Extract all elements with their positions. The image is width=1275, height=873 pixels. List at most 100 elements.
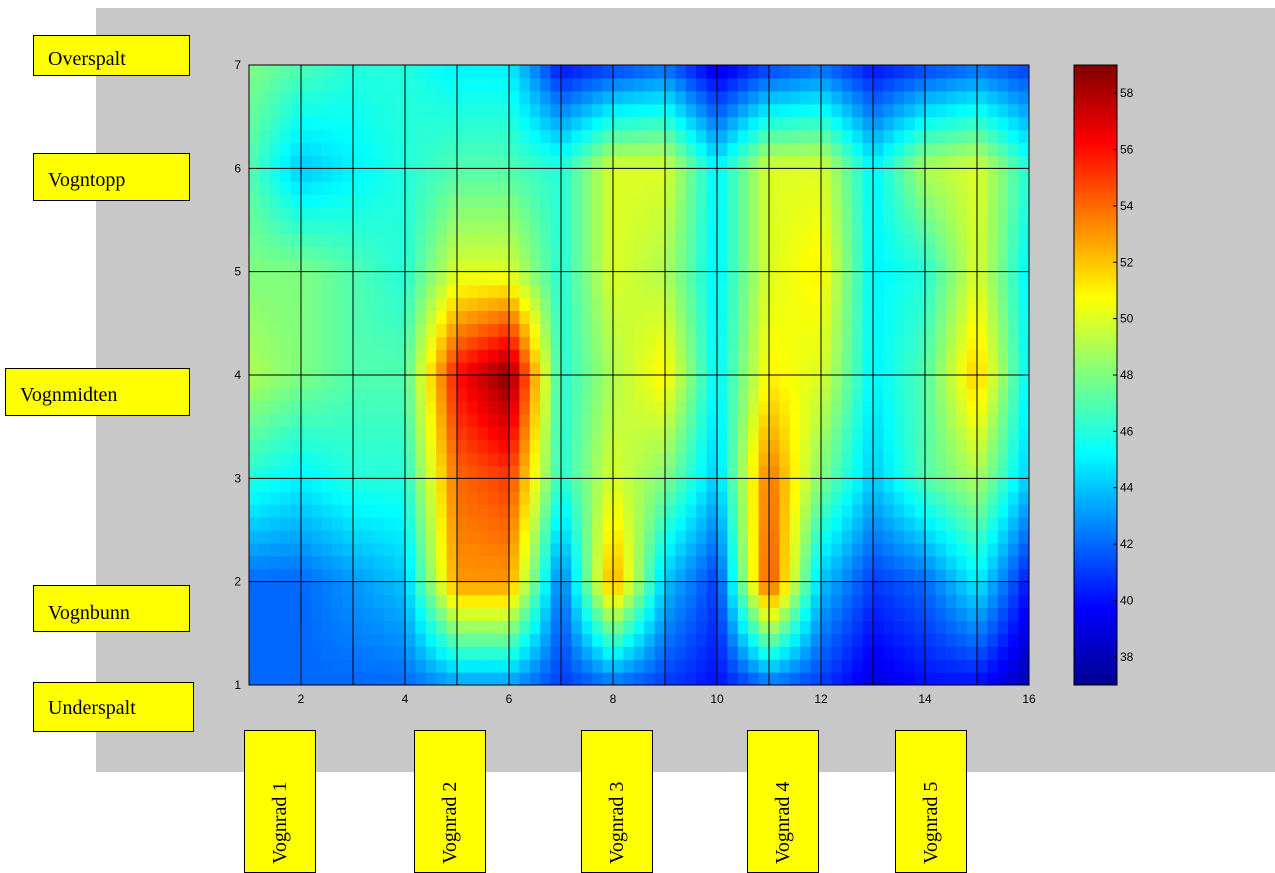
- heat-cell: [290, 142, 302, 157]
- heat-cell: [269, 387, 281, 402]
- heat-cell: [249, 375, 260, 389]
- heat-cell: [717, 77, 728, 92]
- heat-cell: [873, 336, 884, 350]
- heat-cell: [363, 207, 375, 221]
- heat-cell: [571, 245, 583, 260]
- heat-cell: [425, 168, 437, 182]
- heat-cell: [581, 349, 593, 363]
- heat-cell: [935, 207, 947, 221]
- heat-cell: [873, 581, 884, 596]
- heat-cell: [623, 245, 635, 260]
- heat-cell: [904, 245, 916, 260]
- heat-cell: [821, 633, 832, 647]
- heat-cell: [550, 594, 562, 609]
- heat-cell: [425, 504, 437, 518]
- heat-cell: [893, 594, 905, 609]
- heat-cell: [290, 646, 302, 660]
- heat-cell: [384, 90, 396, 105]
- heat-cell: [415, 207, 427, 221]
- heat-cell: [810, 542, 822, 557]
- heat-cell: [800, 103, 812, 118]
- heat-cell: [997, 310, 1009, 324]
- heat-cell: [602, 659, 614, 673]
- heat-cell: [789, 232, 801, 247]
- heat-cell: [862, 65, 874, 79]
- heat-cell: [685, 659, 697, 673]
- heat-cell: [581, 103, 593, 118]
- heat-cell: [280, 155, 292, 169]
- heat-cell: [873, 168, 884, 182]
- heat-cell: [977, 504, 988, 518]
- heat-cell: [457, 323, 468, 337]
- heat-cell: [519, 181, 531, 195]
- heat-cell: [945, 284, 957, 299]
- heat-cell: [727, 672, 739, 685]
- heat-cell: [457, 116, 468, 131]
- heat-cell: [862, 77, 874, 92]
- heat-cell: [841, 297, 853, 312]
- heat-cell: [280, 620, 292, 634]
- heat-cell: [467, 517, 479, 531]
- heat-cell: [280, 194, 292, 208]
- heat-cell: [259, 633, 271, 647]
- heat-cell: [925, 349, 936, 363]
- heat-cell: [862, 568, 874, 583]
- heat-cell: [945, 452, 957, 467]
- heat-cell: [436, 672, 448, 685]
- heat-cell: [477, 90, 489, 105]
- heat-cell: [301, 400, 312, 415]
- heat-cell: [394, 207, 406, 221]
- heat-cell: [685, 542, 697, 557]
- heat-cell: [613, 375, 624, 389]
- heat-cell: [384, 581, 396, 596]
- heat-cell: [633, 349, 645, 363]
- heat-cell: [540, 607, 552, 622]
- heat-cell: [883, 349, 895, 363]
- heat-cell: [394, 310, 406, 324]
- heat-cell: [789, 542, 801, 557]
- heat-cell: [259, 155, 271, 169]
- heat-cell: [259, 220, 271, 234]
- heat-cell: [259, 465, 271, 479]
- heat-cell: [519, 633, 531, 647]
- heat-cell: [831, 594, 843, 609]
- heat-cell: [727, 103, 739, 118]
- heat-cell: [1018, 517, 1029, 531]
- heat-cell: [873, 362, 884, 376]
- heat-cell: [748, 594, 760, 609]
- heat-cell: [727, 555, 739, 570]
- heat-cell: [925, 659, 936, 673]
- heat-cell: [862, 504, 874, 518]
- heat-cell: [706, 65, 718, 79]
- heat-cell: [779, 646, 791, 660]
- heat-cell: [748, 362, 760, 376]
- heat-cell: [654, 349, 666, 363]
- heat-cell: [269, 517, 281, 531]
- heat-cell: [592, 142, 604, 157]
- heat-cell: [821, 284, 832, 299]
- heat-cell: [488, 220, 500, 234]
- heat-cell: [519, 375, 531, 389]
- heat-cell: [540, 362, 552, 376]
- heat-cell: [914, 336, 926, 350]
- heat-cell: [488, 271, 500, 286]
- heat-cell: [769, 375, 780, 389]
- heat-cell: [956, 646, 968, 660]
- heat-cell: [509, 362, 520, 376]
- heat-cell: [841, 439, 853, 454]
- heat-cell: [914, 116, 926, 131]
- heat-cell: [353, 478, 364, 492]
- heat-cell: [904, 620, 916, 634]
- heat-cell: [883, 207, 895, 221]
- heat-cell: [571, 581, 583, 596]
- heat-cell: [717, 349, 728, 363]
- heat-cell: [571, 491, 583, 505]
- heat-cell: [467, 478, 479, 492]
- heat-cell: [831, 103, 843, 118]
- heat-cell: [498, 297, 510, 312]
- heat-cell: [665, 439, 676, 454]
- heat-cell: [592, 659, 604, 673]
- heat-cell: [280, 375, 292, 389]
- heat-cell: [446, 517, 458, 531]
- heat-cell: [717, 375, 728, 389]
